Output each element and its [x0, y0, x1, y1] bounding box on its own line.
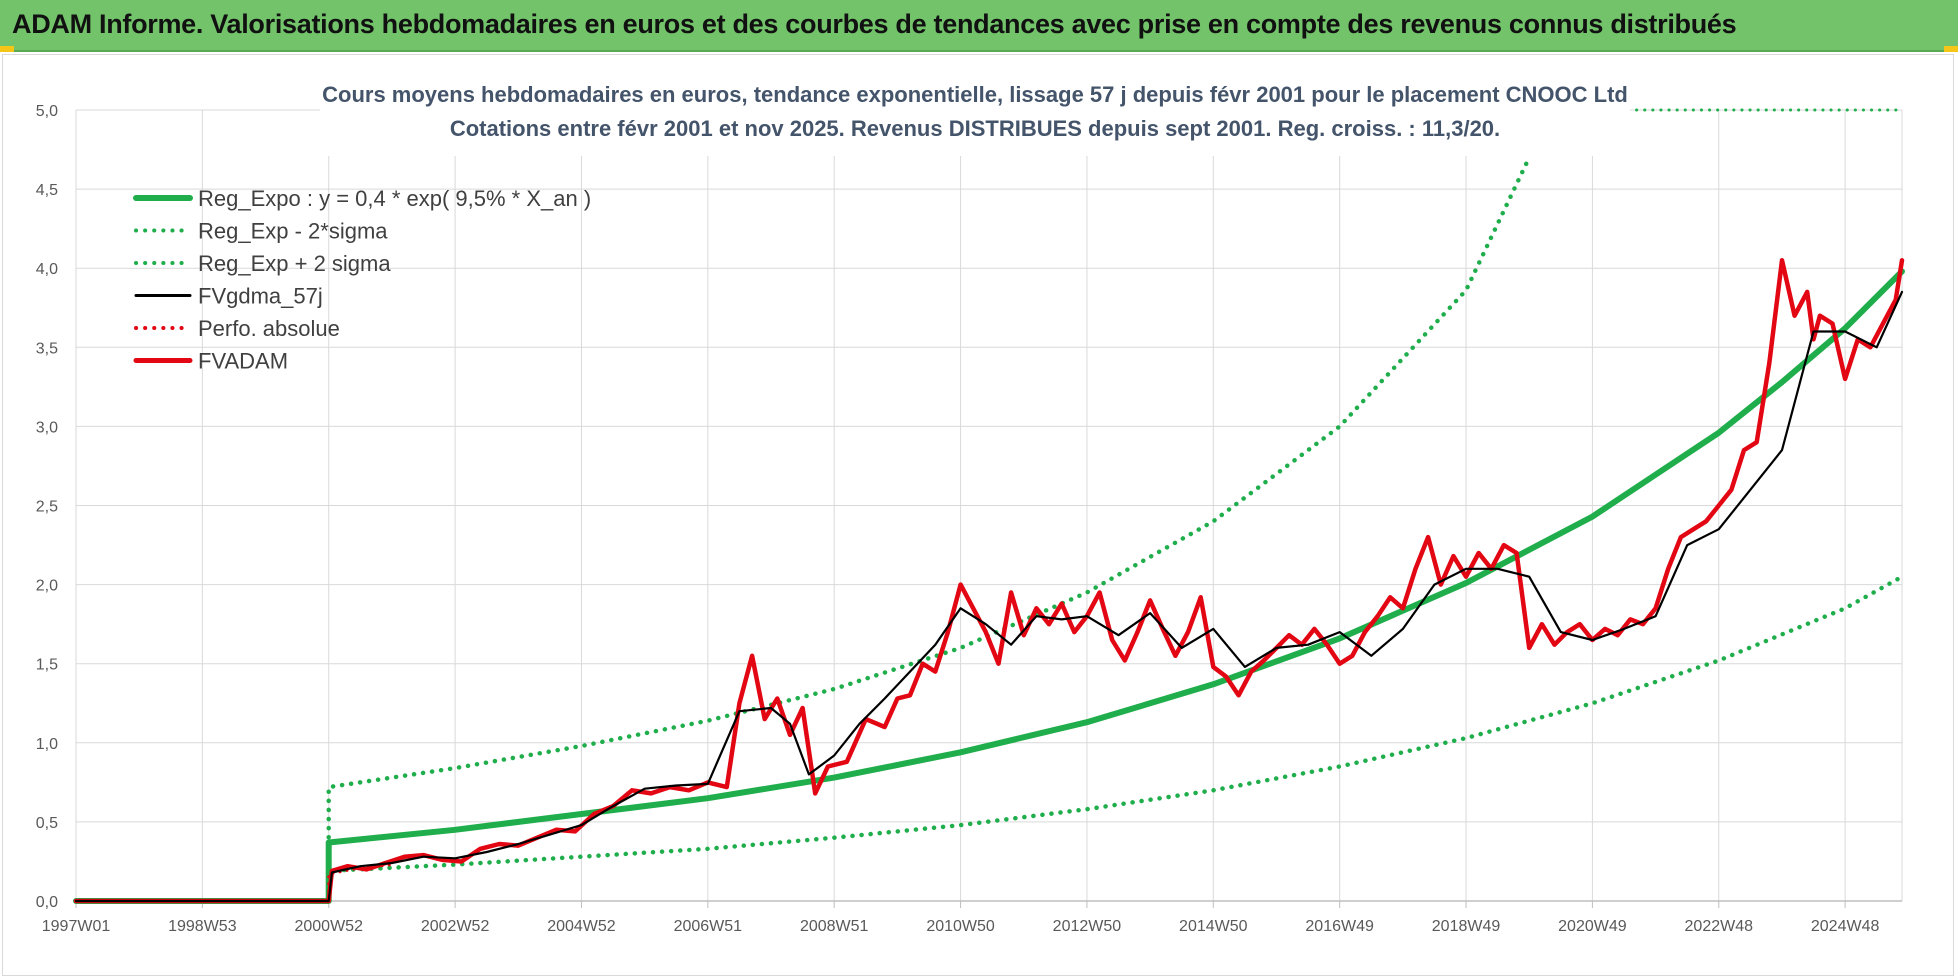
y-tick-label: 0,0	[36, 894, 58, 911]
series-line-reg_expo	[73, 268, 1905, 904]
series-line-fv57	[74, 290, 1904, 903]
x-tick-label: 2000W52	[294, 918, 363, 935]
header-banner: ADAM Informe. Valorisations hebdomadaire…	[0, 0, 1958, 52]
x-tick-label: 2024W48	[1811, 918, 1880, 935]
x-tick-label: 2006W51	[674, 918, 743, 935]
legend-label-reg_minus: Reg_Exp - 2*sigma	[198, 219, 388, 244]
chart-title-line-1: Cours moyens hebdomadaires en euros, ten…	[322, 82, 1628, 107]
chart-title: Cours moyens hebdomadaires en euros, ten…	[320, 76, 1630, 156]
y-tick-label: 5,0	[36, 103, 58, 120]
y-axis-ticks: 0,0 0,5 1,0 1,5 2,0 2,5 3,0 3,5 4,0 4,5 5,0	[36, 103, 58, 911]
legend: Reg_Expo : y = 0,4 * exp( 9,5% * X_an ) R…	[133, 186, 591, 374]
corner-accent-left	[0, 46, 14, 52]
y-tick-label: 4,0	[36, 261, 58, 278]
x-tick-label: 2022W48	[1685, 918, 1754, 935]
legend-label-reg_expo: Reg_Expo : y = 0,4 * exp( 9,5% * X_an )	[198, 186, 591, 211]
x-tick-label: 2016W49	[1305, 918, 1374, 935]
series-line-reg_plus	[326, 155, 1532, 904]
legend-label-reg_plus: Reg_Exp + 2 sigma	[198, 251, 391, 276]
corner-accent-right	[1944, 46, 1958, 52]
y-tick-label: 0,5	[36, 815, 58, 832]
x-tick-label: 2004W52	[547, 918, 616, 935]
y-tick-label: 2,0	[36, 578, 58, 595]
series-line-reg_minus	[326, 574, 1905, 904]
x-tick-label: 2020W49	[1558, 918, 1627, 935]
y-tick-label: 4,5	[36, 182, 58, 199]
x-tick-label: 2012W50	[1053, 918, 1122, 935]
chart-area: 0,0 0,5 1,0 1,5 2,0 2,5 3,0 3,5 4,0 4,5 5,0 1997W0…	[36, 76, 1905, 935]
y-tick-label: 3,0	[36, 419, 58, 436]
legend-label-perfo: Perfo. absolue	[198, 316, 340, 341]
x-axis-ticks: 1997W01 1998W53 2000W52 2002W52 2004W52 2006W…	[42, 918, 1880, 935]
x-tick-label: 2002W52	[421, 918, 490, 935]
y-tick-label: 2,5	[36, 499, 58, 516]
x-tick-label: 1997W01	[42, 918, 111, 935]
page-title: ADAM Informe. Valorisations hebdomadaire…	[12, 9, 1737, 39]
x-tick-label: 2014W50	[1179, 918, 1248, 935]
legend-label-fvadam: FVADAM	[198, 349, 288, 374]
y-tick-label: 1,0	[36, 736, 58, 753]
y-tick-label: 3,5	[36, 340, 58, 357]
chart-title-line-2: Cotations entre févr 2001 et nov 2025. R…	[450, 116, 1500, 141]
series-line-fvadam	[73, 258, 1905, 904]
x-tick-label: 2008W51	[800, 918, 869, 935]
series-lines	[73, 108, 1905, 904]
x-tick-label: 2010W50	[926, 918, 995, 935]
y-tick-label: 1,5	[36, 657, 58, 674]
legend-label-fv57: FVgdma_57j	[198, 284, 323, 309]
x-tick-label: 1998W53	[168, 918, 237, 935]
x-tick-label: 2018W49	[1432, 918, 1501, 935]
